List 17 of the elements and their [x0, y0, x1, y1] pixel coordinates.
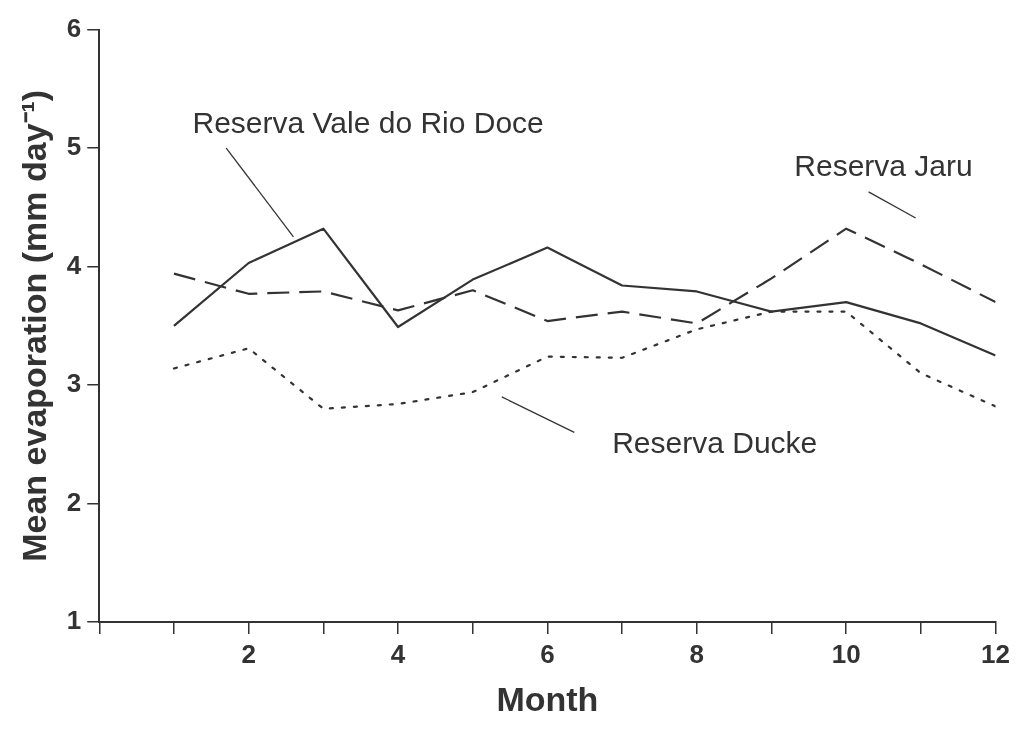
- y-tick-label: 4: [66, 249, 82, 280]
- y-tick-label: 6: [66, 12, 82, 43]
- y-tick-label: 5: [66, 131, 82, 162]
- x-tick-label: 10: [831, 638, 861, 669]
- text: Reserva Ducke: [612, 425, 818, 459]
- x-axis-title: Month: [496, 679, 599, 718]
- y-axis-title: Mean evaporation (mm day⁻¹): [14, 89, 53, 562]
- x-tick-label: 8: [689, 638, 705, 669]
- text: Reserva Jaru: [794, 149, 973, 183]
- x-tick-label: 12: [981, 638, 1010, 669]
- y-tick-label: 3: [66, 368, 82, 399]
- y-tick-label: 2: [66, 486, 82, 517]
- text: Reserva Vale do Rio Doce: [192, 105, 544, 139]
- x-tick-label: 6: [540, 638, 555, 669]
- x-tick-label: 2: [241, 638, 256, 669]
- y-tick-label: 1: [66, 605, 82, 636]
- x-tick-label: 4: [390, 638, 406, 669]
